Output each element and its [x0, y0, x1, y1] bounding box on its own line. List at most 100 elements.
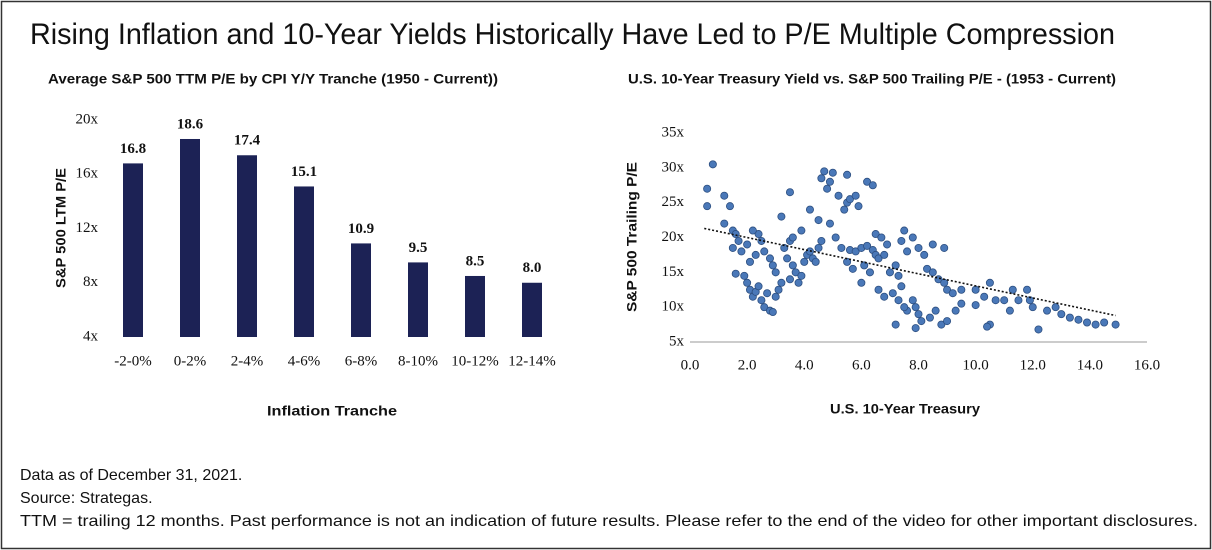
x-tick-label: 8-10%: [398, 353, 438, 369]
point: [800, 257, 809, 266]
point: [868, 181, 877, 190]
y-tick-label: 16x: [76, 166, 99, 182]
point: [928, 268, 937, 277]
point: [780, 243, 789, 252]
x-tick-label: 10-12%: [451, 353, 499, 369]
point: [980, 292, 989, 301]
point: [900, 226, 909, 235]
point: [911, 303, 920, 312]
point: [817, 236, 826, 245]
point: [754, 282, 763, 291]
point: [983, 322, 992, 331]
y-tick-label: 8x: [83, 274, 99, 290]
point: [1014, 296, 1023, 305]
data-label: 8.5: [466, 253, 485, 269]
point: [865, 268, 874, 277]
bar: [351, 243, 371, 337]
point: [1111, 320, 1120, 329]
point: [814, 243, 823, 252]
data-label: 15.1: [291, 164, 317, 180]
point: [1083, 318, 1092, 327]
point: [874, 285, 883, 294]
point: [708, 160, 717, 169]
point: [940, 278, 949, 287]
data-label: 9.5: [409, 240, 428, 256]
bar: [294, 186, 314, 337]
point: [765, 254, 774, 263]
data-label: 18.6: [177, 116, 204, 132]
x-tick-label: 0.0: [681, 357, 700, 373]
point: [771, 292, 780, 301]
x-tick-label: -2-0%: [114, 353, 152, 369]
point: [863, 177, 872, 186]
x-tick-label: 4-6%: [288, 353, 321, 369]
point: [877, 233, 886, 242]
point: [897, 236, 906, 245]
footnote: TTM = trailing 12 months. Past performan…: [20, 513, 1198, 530]
x-tick-label: 16.0: [1134, 357, 1160, 373]
point: [1057, 310, 1066, 319]
point: [740, 271, 749, 280]
x-tick-label: 2-4%: [231, 353, 264, 369]
point: [894, 296, 903, 305]
point: [1005, 306, 1014, 315]
point: [943, 285, 952, 294]
point: [777, 212, 786, 221]
chart-title: Average S&P 500 TTM P/E by CPI Y/Y Tranc…: [48, 71, 498, 87]
y-tick-label: 25x: [662, 194, 685, 210]
point: [837, 243, 846, 252]
data-label: 17.4: [234, 133, 261, 149]
bar: [408, 262, 428, 337]
point: [971, 301, 980, 310]
point: [817, 174, 826, 183]
x-tick-label: 2.0: [738, 357, 757, 373]
point: [748, 226, 757, 235]
point: [737, 247, 746, 256]
point: [1100, 318, 1109, 327]
point: [825, 177, 834, 186]
y-tick-label: 15x: [662, 264, 685, 280]
bar: [123, 163, 143, 337]
x-tick-label: 12.0: [1020, 357, 1046, 373]
point: [725, 202, 734, 211]
point: [840, 205, 849, 214]
data-label: 16.8: [120, 141, 146, 157]
bar: [522, 282, 542, 337]
point: [828, 168, 837, 177]
bar: [465, 275, 485, 337]
point: [908, 296, 917, 305]
point: [797, 271, 806, 280]
x-tick-label: 14.0: [1077, 357, 1103, 373]
x-tick-label: 8.0: [909, 357, 928, 373]
y-axis-label: S&P 500 Trailing P/E: [624, 162, 640, 312]
point: [720, 191, 729, 200]
point: [820, 167, 829, 176]
x-tick-label: 12-14%: [508, 353, 556, 369]
point: [703, 184, 712, 193]
x-axis-label: Inflation Tranche: [267, 403, 397, 419]
point: [883, 240, 892, 249]
point: [857, 278, 866, 287]
point: [874, 254, 883, 263]
bar: [237, 155, 257, 337]
point: [908, 233, 917, 242]
point: [771, 268, 780, 277]
point: [805, 205, 814, 214]
bar: [180, 138, 200, 337]
y-tick-label: 35x: [662, 124, 685, 140]
point: [937, 320, 946, 329]
point: [1028, 303, 1037, 312]
point: [891, 261, 900, 270]
y-tick-label: 5x: [669, 333, 685, 349]
point: [871, 230, 880, 239]
point: [848, 264, 857, 273]
footnote: Source: Strategas.: [20, 490, 153, 507]
point: [834, 191, 843, 200]
y-tick-label: 12x: [76, 220, 99, 236]
data-label: 10.9: [348, 221, 374, 237]
point: [760, 247, 769, 256]
point: [757, 236, 766, 245]
